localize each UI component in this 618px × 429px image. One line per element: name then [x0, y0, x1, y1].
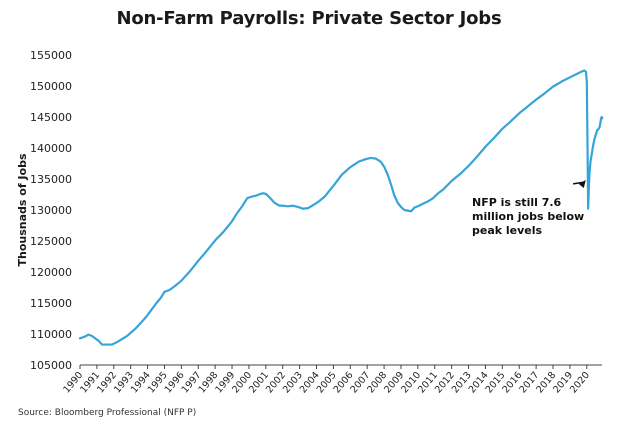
y-tick-label: 125000 [30, 235, 72, 248]
y-tick-label: 130000 [30, 204, 72, 217]
annotation-arrowhead [578, 180, 586, 188]
x-tick-label: 2020 [568, 370, 592, 396]
y-tick-label: 155000 [30, 49, 72, 62]
annotation-text-line: peak levels [472, 224, 543, 237]
annotation-text-line: million jobs below [472, 210, 584, 223]
annotation-text-line: NFP is still 7.6 [472, 196, 562, 209]
y-axis-label: Thousnads of Jobs [16, 153, 29, 266]
source-note: Source: Bloomberg Professional (NFP P) [18, 408, 197, 418]
series-line [78, 69, 604, 346]
y-tick-label: 115000 [30, 297, 72, 310]
y-tick-label: 135000 [30, 173, 72, 186]
y-tick-label: 145000 [30, 111, 72, 124]
y-tick-label: 110000 [30, 328, 72, 341]
y-tick-label: 105000 [30, 359, 72, 372]
x-axis-ticks: 1990199119921993199419951996199719981999… [61, 365, 592, 395]
y-tick-label: 120000 [30, 266, 72, 279]
y-tick-label: 140000 [30, 142, 72, 155]
y-tick-label: 150000 [30, 80, 72, 93]
y-axis-ticks: 105000 110000 115000 120000 125000 130000 1350… [30, 49, 72, 372]
chart-title: Non-Farm Payrolls: Private Sector Jobs [116, 8, 502, 29]
